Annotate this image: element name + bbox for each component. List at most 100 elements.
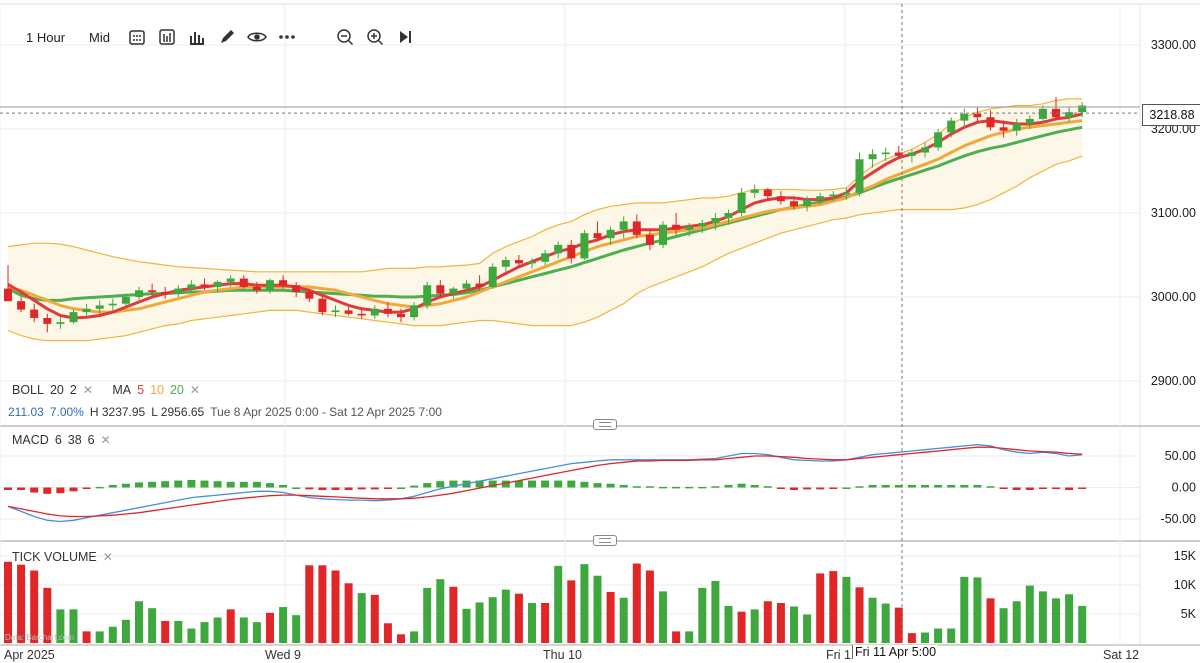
price-tick-label: 3300.00 bbox=[1151, 38, 1196, 52]
candle-body bbox=[95, 305, 104, 309]
crosshair-time-label: Fri 11 Apr 5:00 bbox=[852, 645, 939, 659]
candle bbox=[1012, 118, 1021, 136]
candle-body bbox=[632, 221, 641, 235]
candle bbox=[1065, 107, 1074, 123]
candle-body bbox=[462, 283, 471, 289]
zoom-out-icon[interactable] bbox=[334, 26, 356, 48]
price-tick-label: 3000.00 bbox=[1151, 290, 1196, 304]
candle bbox=[17, 297, 26, 313]
volume-bar bbox=[881, 603, 890, 643]
timeframe-selector[interactable]: 1 Hour bbox=[18, 26, 73, 49]
candle-body bbox=[56, 322, 65, 324]
bollinger-band-fill bbox=[8, 98, 1083, 341]
remove-macd-icon[interactable]: ✕ bbox=[100, 433, 111, 447]
candle bbox=[292, 281, 301, 297]
candle bbox=[501, 256, 510, 272]
chart-toolbar: 1 Hour Mid bbox=[18, 22, 416, 52]
candle bbox=[999, 120, 1008, 138]
jump-to-latest-icon[interactable] bbox=[394, 26, 416, 48]
volume-bar bbox=[475, 602, 484, 643]
candle-body bbox=[1012, 123, 1021, 131]
candle-body bbox=[266, 280, 274, 291]
remove-boll-icon[interactable]: ✕ bbox=[82, 383, 93, 397]
macd-histogram-bar bbox=[1012, 487, 1021, 491]
macd-line bbox=[7, 444, 1083, 523]
candle bbox=[383, 302, 392, 318]
macd-histogram-bar bbox=[1052, 487, 1060, 489]
candle-body bbox=[960, 113, 969, 121]
candle bbox=[986, 110, 995, 131]
price-tick-label: 2900.00 bbox=[1151, 374, 1196, 388]
ma20-line bbox=[7, 125, 1083, 302]
volume-bar bbox=[292, 615, 301, 643]
candle bbox=[462, 280, 471, 292]
volume-bar bbox=[855, 587, 864, 643]
column-chart-icon[interactable] bbox=[186, 26, 208, 48]
candle bbox=[659, 221, 667, 249]
pane-resize-handle-2[interactable] bbox=[593, 535, 617, 546]
calendar-icon[interactable] bbox=[126, 26, 148, 48]
candle bbox=[1078, 102, 1087, 118]
macd-histogram-bar bbox=[95, 486, 104, 489]
candle bbox=[226, 275, 235, 287]
macd-histogram-bar bbox=[960, 484, 969, 488]
candle-body bbox=[816, 196, 825, 200]
volume-bar bbox=[1038, 591, 1047, 643]
candle bbox=[30, 303, 39, 323]
candle-body bbox=[397, 313, 405, 318]
macd-histogram-bar bbox=[763, 486, 772, 488]
boll-label: BOLL bbox=[12, 383, 44, 397]
candle bbox=[894, 145, 903, 160]
candle bbox=[776, 191, 785, 205]
volume-bar bbox=[56, 609, 65, 643]
macd-histogram-bar bbox=[82, 487, 91, 489]
candle bbox=[135, 286, 143, 301]
volume-bar bbox=[921, 632, 929, 643]
macd-histogram-bar bbox=[999, 487, 1008, 489]
candle-body bbox=[1065, 112, 1074, 118]
macd-histogram-bar bbox=[514, 480, 523, 488]
macd-label: MACD bbox=[12, 433, 49, 447]
candle-body bbox=[226, 278, 235, 282]
candle bbox=[541, 249, 550, 266]
macd-histogram-bar bbox=[711, 486, 720, 488]
candle-body bbox=[161, 291, 170, 294]
volume-bar bbox=[121, 619, 130, 643]
candle-body bbox=[331, 310, 340, 313]
eye-icon[interactable] bbox=[246, 26, 268, 48]
bar-chart-icon[interactable] bbox=[156, 26, 178, 48]
more-icon[interactable] bbox=[276, 26, 298, 48]
candle bbox=[121, 293, 130, 308]
candle-body bbox=[174, 288, 183, 294]
volume-bar bbox=[737, 611, 746, 643]
macd-histogram-bar bbox=[410, 485, 419, 488]
volume-bar bbox=[108, 626, 117, 643]
volume-tick-label: 15K bbox=[1174, 549, 1197, 563]
volume-bar bbox=[82, 631, 91, 643]
macd-histogram-bar bbox=[881, 484, 890, 488]
candle-body bbox=[383, 308, 392, 314]
zoom-in-icon[interactable] bbox=[364, 26, 386, 48]
volume-bar bbox=[436, 579, 445, 643]
macd-histogram-bar bbox=[56, 487, 65, 494]
price-type-selector[interactable]: Mid bbox=[81, 26, 118, 49]
time-axis-label: Wed 9 bbox=[265, 648, 301, 662]
volume-bar bbox=[803, 614, 812, 643]
volume-bar bbox=[449, 586, 458, 643]
remove-ma-icon[interactable]: ✕ bbox=[189, 383, 200, 397]
candle-body bbox=[790, 201, 798, 207]
candle-body bbox=[567, 244, 576, 259]
pane-resize-handle-1[interactable] bbox=[593, 419, 617, 430]
macd-histogram-bar bbox=[292, 487, 301, 489]
macd-histogram-bar bbox=[816, 487, 825, 490]
candle bbox=[344, 307, 353, 316]
candle-body bbox=[501, 260, 510, 267]
candle-body bbox=[82, 308, 91, 313]
macd-histogram-bar bbox=[855, 486, 864, 488]
pencil-icon[interactable] bbox=[216, 26, 238, 48]
candle bbox=[410, 302, 419, 321]
candle-body bbox=[239, 278, 248, 287]
candle-body bbox=[17, 301, 26, 310]
remove-volume-icon[interactable]: ✕ bbox=[102, 550, 113, 564]
